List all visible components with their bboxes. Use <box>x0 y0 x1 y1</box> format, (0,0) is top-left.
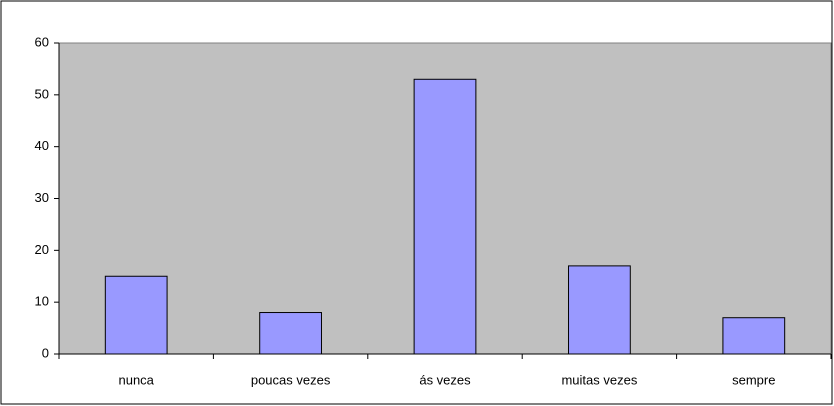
y-tick-label: 50 <box>35 86 49 101</box>
y-tick-label: 10 <box>35 294 49 309</box>
x-tick-label: poucas vezes <box>251 372 331 387</box>
x-tick-label: ás vezes <box>419 372 471 387</box>
bar <box>568 265 631 355</box>
y-tick-label: 20 <box>35 242 49 257</box>
bar <box>104 275 168 355</box>
x-tick-label: muitas vezes <box>561 372 637 387</box>
y-tick-label: 0 <box>42 345 49 360</box>
x-tick-label: sempre <box>732 372 775 387</box>
bar <box>259 312 322 355</box>
x-tick-label: nunca <box>118 372 154 387</box>
bar <box>413 78 477 355</box>
y-tick-label: 60 <box>35 34 49 49</box>
y-tick-label: 40 <box>35 138 49 153</box>
y-tick-label: 30 <box>35 190 49 205</box>
bar <box>722 317 786 355</box>
